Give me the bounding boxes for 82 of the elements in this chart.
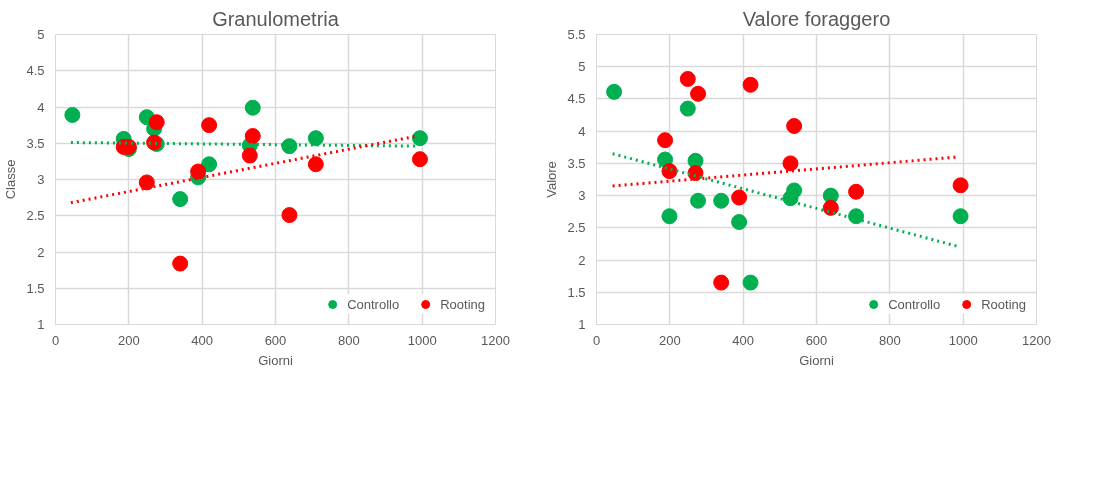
point [782, 155, 799, 172]
point [690, 85, 707, 102]
point [307, 156, 324, 173]
x-tick-label: 600 [264, 332, 287, 348]
y-tick-label: 3.5 [567, 155, 586, 171]
point [731, 214, 748, 231]
y-tick-label: 2 [578, 252, 586, 268]
point [244, 128, 261, 144]
x-axis-title: Giorni [258, 352, 293, 368]
point [201, 117, 218, 134]
x-tick-label: 1200 [481, 332, 510, 348]
point [952, 177, 969, 194]
y-tick-label: 5 [37, 27, 45, 42]
point [742, 274, 759, 291]
point [241, 147, 258, 164]
point [244, 99, 261, 116]
x-tick-label: 400 [732, 332, 755, 348]
point [742, 76, 759, 93]
point [411, 151, 428, 168]
point [786, 182, 803, 199]
chart-title: Granulometria [212, 7, 340, 30]
point [952, 208, 969, 225]
point [64, 106, 81, 123]
point [148, 114, 165, 131]
x-tick-label: 0 [51, 332, 60, 348]
chart-title: Valore foraggero [742, 7, 891, 30]
y-tick-label: 3.5 [26, 135, 45, 151]
y-tick-label: 2.5 [26, 208, 45, 224]
y-axis-title: Valore [544, 161, 560, 198]
y-tick-label: 2 [37, 244, 45, 260]
y-tick-label: 1 [578, 317, 586, 332]
point [657, 132, 674, 149]
y-axis-title: Classe [3, 159, 19, 200]
y-tick-label: 1 [37, 317, 45, 332]
legend-label: Rooting [981, 296, 1026, 312]
y-tick-label: 4 [578, 123, 586, 139]
x-tick-label: 200 [658, 332, 681, 348]
x-tick-label: 800 [337, 332, 360, 348]
point [848, 208, 865, 225]
y-tick-label: 4.5 [567, 91, 586, 107]
y-tick-label: 4 [37, 99, 45, 115]
x-axis-title: Giorni [799, 352, 834, 368]
point [138, 174, 155, 191]
point [661, 208, 678, 225]
point [822, 199, 839, 216]
point [690, 192, 707, 209]
x-tick-label: 1200 [1022, 332, 1051, 348]
point [281, 138, 298, 155]
point [190, 163, 207, 180]
y-tick-label: 3 [578, 188, 586, 204]
point [679, 100, 696, 117]
y-tick-label: 1.5 [567, 284, 586, 300]
legend-label: Controllo [347, 296, 400, 312]
y-tick-label: 5.5 [567, 27, 586, 42]
point [201, 156, 218, 173]
point [281, 207, 298, 224]
y-tick-label: 1.5 [26, 280, 45, 296]
legend-label: Controllo [888, 296, 941, 312]
y-tick-label: 5 [578, 59, 586, 75]
x-tick-label: 400 [191, 332, 214, 348]
point [713, 274, 730, 291]
y-tick-label: 4.5 [26, 63, 45, 79]
x-tick-label: 1000 [407, 332, 437, 348]
point [679, 70, 696, 87]
x-tick-label: 200 [117, 332, 140, 348]
point [172, 191, 189, 208]
y-tick-label: 3 [37, 172, 45, 187]
y-tick-label: 2.5 [567, 220, 586, 236]
point [713, 192, 730, 209]
x-tick-label: 800 [878, 332, 901, 348]
point [307, 130, 324, 147]
point [411, 130, 428, 147]
x-tick-label: 0 [592, 332, 601, 348]
x-tick-label: 600 [805, 332, 828, 348]
point [786, 118, 803, 134]
point [848, 183, 865, 200]
point [661, 163, 678, 180]
legend-label: Rooting [440, 296, 485, 312]
point [731, 189, 748, 206]
x-tick-label: 1000 [948, 332, 978, 348]
point [172, 255, 189, 272]
point [606, 83, 623, 100]
